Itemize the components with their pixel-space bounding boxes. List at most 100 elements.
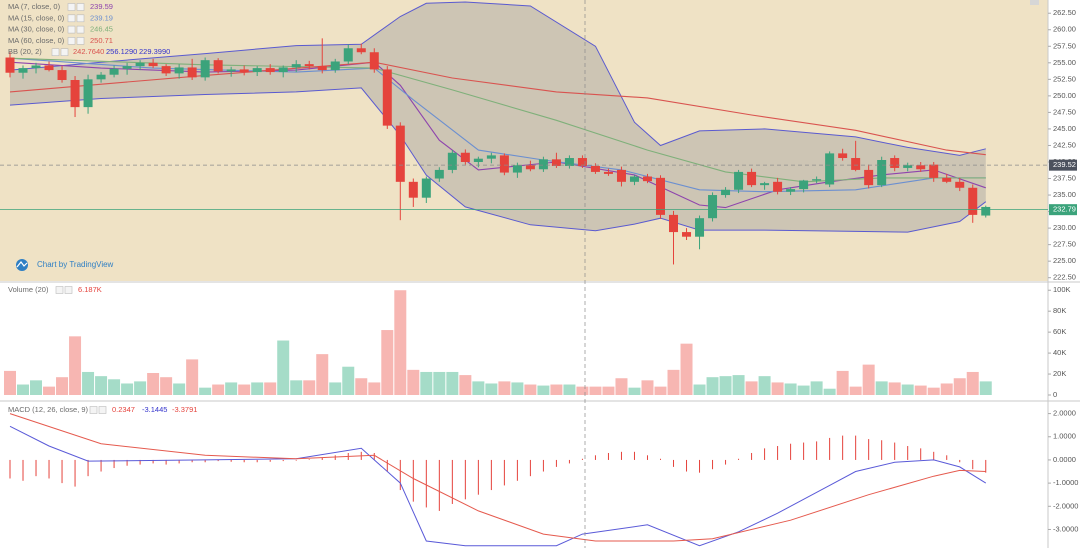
candle-body — [330, 61, 340, 71]
histogram-bar — [308, 459, 310, 460]
volume-bar — [420, 371, 433, 395]
volume-bar — [901, 384, 914, 395]
legend-button[interactable] — [76, 14, 85, 23]
y-tick-label: 40K — [1053, 348, 1066, 357]
volume-bar — [628, 387, 641, 395]
volume-bar — [329, 382, 342, 395]
volume-bar — [823, 388, 836, 395]
volume-layer — [4, 290, 992, 395]
legend-button[interactable] — [55, 286, 64, 294]
y-tick-label: 235.00 — [1053, 190, 1076, 199]
legend-button[interactable] — [60, 48, 69, 57]
legend-button[interactable] — [64, 286, 73, 294]
legend-button[interactable] — [89, 406, 98, 414]
legend-button[interactable] — [67, 37, 76, 45]
y-tick-label: 262.50 — [1053, 8, 1076, 17]
histogram-bar — [725, 459, 727, 465]
candle-body — [682, 232, 692, 237]
volume-bar — [667, 369, 680, 395]
volume-bar — [914, 385, 927, 395]
candle-body — [109, 68, 119, 75]
histogram-bar — [855, 435, 857, 460]
volume-bar — [394, 290, 407, 395]
y-tick-label: 227.50 — [1053, 240, 1076, 249]
legend-button[interactable] — [98, 406, 107, 414]
legend-name: MA (60, close, 0) — [8, 36, 65, 45]
candle-body — [226, 69, 236, 72]
legend-value: 239.19 — [90, 13, 113, 22]
y-tick-label: 242.50 — [1053, 140, 1076, 149]
volume-bar — [355, 378, 368, 395]
volume-bar — [30, 380, 43, 395]
candle-body — [200, 60, 210, 78]
candle-body — [877, 160, 887, 186]
volume-bar — [849, 386, 862, 395]
candle-body — [369, 52, 379, 70]
legend-button[interactable] — [67, 3, 76, 11]
volume-bar — [407, 369, 420, 395]
candle-body — [838, 153, 848, 159]
toolbar-icon[interactable] — [1030, 0, 1039, 5]
candle-body — [773, 181, 783, 192]
candle-body — [18, 68, 28, 73]
legend-button[interactable] — [76, 37, 85, 45]
ma-line — [9, 57, 986, 183]
legend-button[interactable] — [67, 25, 76, 34]
histogram-bar — [985, 459, 987, 473]
volume-bar — [342, 366, 355, 395]
candle-body — [57, 70, 67, 81]
macd-line — [9, 413, 986, 542]
volume-bar — [17, 384, 30, 395]
y-tick-label: 237.50 — [1053, 174, 1076, 183]
volume-bar — [836, 370, 849, 395]
histogram-bar — [490, 459, 492, 491]
y-tick-label: 1.0000 — [1053, 432, 1076, 441]
histogram-bar — [594, 455, 596, 460]
legend-value: 6.187K — [78, 285, 102, 294]
volume-bar — [563, 384, 576, 395]
y-tick-label: -2.0000 — [1053, 501, 1078, 510]
legend-button[interactable] — [76, 25, 85, 34]
ma-line — [9, 61, 986, 156]
crosshair-tag — [1049, 159, 1077, 171]
candle-body — [382, 69, 392, 126]
volume-bar — [264, 382, 277, 395]
tv-logo-mark — [16, 261, 28, 268]
candle-body — [669, 214, 679, 233]
volume-bar — [43, 386, 56, 395]
histogram-bar — [829, 437, 831, 460]
candle-body — [187, 67, 197, 78]
volume-bar — [134, 381, 147, 395]
volume-bar — [225, 382, 238, 395]
histogram-bar — [477, 459, 479, 495]
candle-body — [734, 171, 744, 190]
histogram-bar — [803, 442, 805, 460]
volume-bar — [810, 381, 823, 395]
legend-button[interactable] — [67, 14, 76, 23]
candle-body — [577, 158, 587, 166]
legend-button[interactable] — [51, 48, 60, 57]
y-tick-label: 20K — [1053, 369, 1066, 378]
candle-body — [864, 169, 874, 186]
volume-bar — [160, 377, 173, 395]
volume-bar — [693, 384, 706, 395]
candle-body — [825, 153, 835, 185]
legend-button[interactable] — [76, 3, 85, 11]
legend-value: 250.71 — [90, 36, 113, 45]
candle-body — [629, 176, 639, 182]
volume-bar — [511, 382, 524, 395]
volume-bar — [537, 385, 550, 395]
histogram-bar — [139, 459, 141, 465]
histogram-bar — [620, 451, 622, 460]
candle-body — [890, 158, 900, 168]
volume-bar — [888, 382, 901, 395]
volume-bar — [82, 371, 95, 395]
candle-body — [981, 206, 991, 216]
volume-bar — [368, 382, 381, 395]
volume-bar — [485, 383, 498, 395]
histogram-bar — [425, 459, 427, 508]
volume-bar — [758, 376, 771, 395]
histogram-bar — [686, 459, 688, 472]
histogram-bar — [777, 446, 779, 460]
legend-name: MA (15, close, 0) — [8, 13, 65, 22]
